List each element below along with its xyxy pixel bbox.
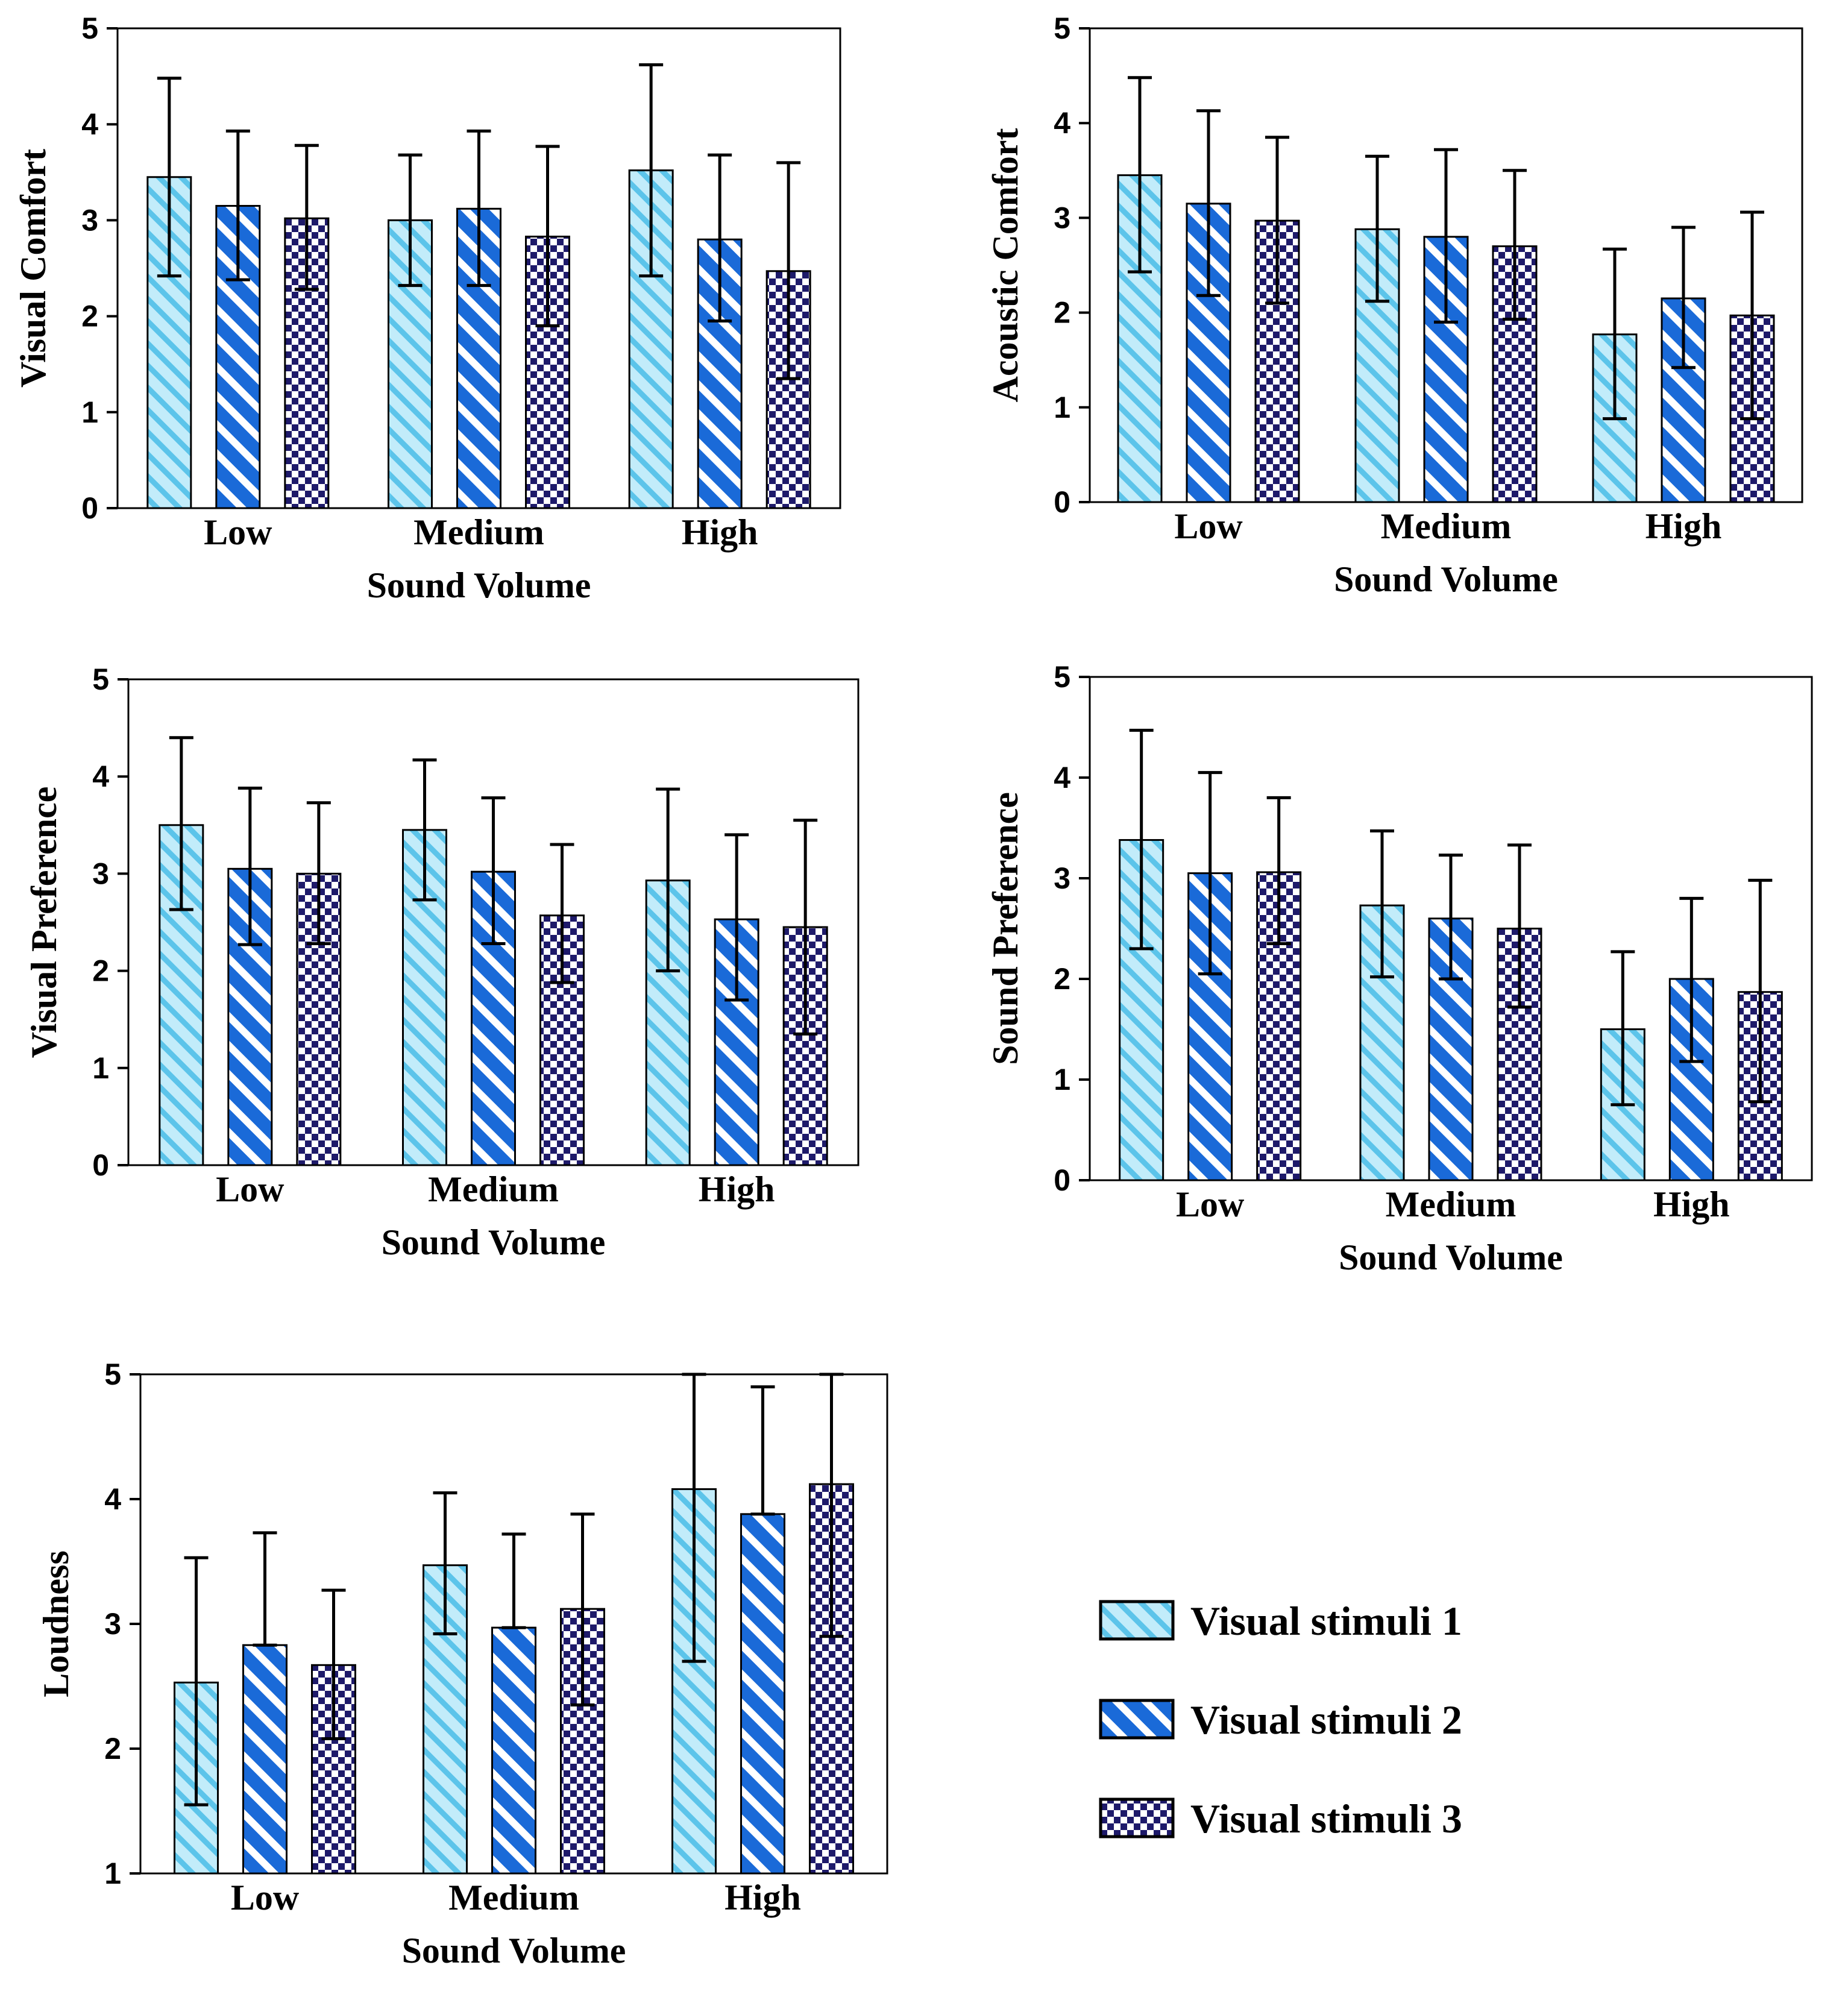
category-label: Low: [216, 1169, 284, 1209]
category-label: Medium: [413, 512, 544, 552]
y-tick-label: 5: [1054, 11, 1070, 45]
y-tick-label: 1: [1054, 391, 1070, 424]
bar: [311, 1664, 356, 1875]
chart-visual-preference: 0 1 2 3 4 5 Visual Preference Low Medium High Soun…: [24, 662, 860, 1262]
y-tick-label: 5: [1054, 660, 1070, 694]
y-tick-label: 5: [104, 1357, 121, 1391]
category-label: Medium: [448, 1878, 579, 1917]
y-tick-label: 2: [92, 954, 109, 988]
y-axis-title: Acoustic Comfort: [985, 128, 1025, 403]
y-tick-label: 0: [92, 1148, 109, 1182]
category-label: Medium: [1386, 1184, 1516, 1224]
y-tick-label: 0: [1054, 485, 1070, 519]
y-axis-title: Sound Preference: [985, 792, 1025, 1065]
y-tick-label: 3: [92, 857, 109, 890]
legend-swatch-2: [1099, 1699, 1175, 1740]
legend-item-1: Visual stimuli 1: [1099, 1598, 1462, 1644]
legend-label-2: Visual stimuli 2: [1190, 1697, 1462, 1743]
y-tick-label: 1: [92, 1051, 109, 1085]
chart-visual-comfort: 0 1 2 3 4 5 Visual Comfort Low Medium High Sound V…: [13, 11, 841, 605]
chart-loudness: 1 2 3 4 5 Loudness Low Medium High Sound Volume: [36, 1357, 888, 1970]
category-label: High: [682, 512, 758, 552]
bar: [782, 926, 828, 1166]
legend-swatch-1: [1099, 1600, 1175, 1641]
legend-label-1: Visual stimuli 1: [1190, 1598, 1462, 1644]
y-tick-label: 0: [81, 491, 98, 525]
y-tick-label: 1: [81, 395, 98, 429]
y-tick-label: 0: [1054, 1163, 1070, 1197]
y-axis-title: Visual Preference: [24, 787, 64, 1058]
category-label: Low: [1174, 506, 1243, 546]
category-label: Low: [1176, 1184, 1245, 1224]
y-tick-label: 3: [104, 1607, 121, 1641]
y-tick-label: 2: [104, 1732, 121, 1766]
x-axis-title: Sound Volume: [367, 565, 591, 605]
legend: Visual stimuli 1 Visual stimuli 2 Visual…: [1099, 1598, 1462, 1841]
category-label: High: [1645, 506, 1722, 546]
x-axis-title: Sound Volume: [1339, 1238, 1563, 1277]
y-tick-label: 5: [81, 11, 98, 45]
y-tick-label: 4: [1054, 106, 1070, 140]
legend-item-2: Visual stimuli 2: [1099, 1697, 1462, 1743]
bar: [491, 1626, 536, 1875]
y-tick-label: 1: [104, 1857, 121, 1890]
bar: [560, 1608, 605, 1875]
category-label: High: [699, 1169, 775, 1209]
y-tick-label: 2: [81, 300, 98, 333]
chart-sound-preference: 0 1 2 3 4 5 Sound Preference Low Medium High Sound…: [985, 660, 1813, 1277]
x-axis-title: Sound Volume: [402, 1931, 626, 1970]
legend-label-3: Visual stimuli 3: [1190, 1796, 1462, 1841]
category-label: High: [1653, 1184, 1730, 1224]
legend-swatch-3: [1099, 1797, 1175, 1838]
y-tick-label: 4: [104, 1482, 121, 1516]
y-tick-label: 1: [1054, 1063, 1070, 1096]
category-label: Low: [231, 1878, 300, 1917]
bar: [242, 1644, 288, 1875]
y-tick-label: 2: [1054, 296, 1070, 330]
bar: [740, 1513, 785, 1875]
y-tick-label: 3: [81, 203, 98, 237]
y-axis-title: Loudness: [36, 1550, 76, 1697]
x-axis-title: Sound Volume: [382, 1222, 606, 1262]
y-tick-label: 5: [92, 662, 109, 696]
bar: [1423, 236, 1469, 503]
y-tick-label: 3: [1054, 201, 1070, 234]
y-tick-label: 2: [1054, 962, 1070, 996]
legend-item-3: Visual stimuli 3: [1099, 1796, 1462, 1841]
y-axis-title: Visual Comfort: [13, 149, 53, 388]
x-axis-title: Sound Volume: [1334, 559, 1558, 599]
y-tick-label: 4: [1054, 761, 1070, 794]
category-label: Medium: [1381, 506, 1512, 546]
category-label: High: [724, 1878, 801, 1917]
y-tick-label: 4: [81, 107, 98, 141]
chart-acoustic-comfort: 0 1 2 3 4 5 Acoustic Comfort Low Medium High Sound…: [985, 11, 1803, 599]
y-tick-label: 4: [92, 759, 109, 793]
category-label: Low: [204, 512, 272, 552]
category-label: Medium: [428, 1169, 559, 1209]
y-tick-label: 3: [1054, 861, 1070, 895]
